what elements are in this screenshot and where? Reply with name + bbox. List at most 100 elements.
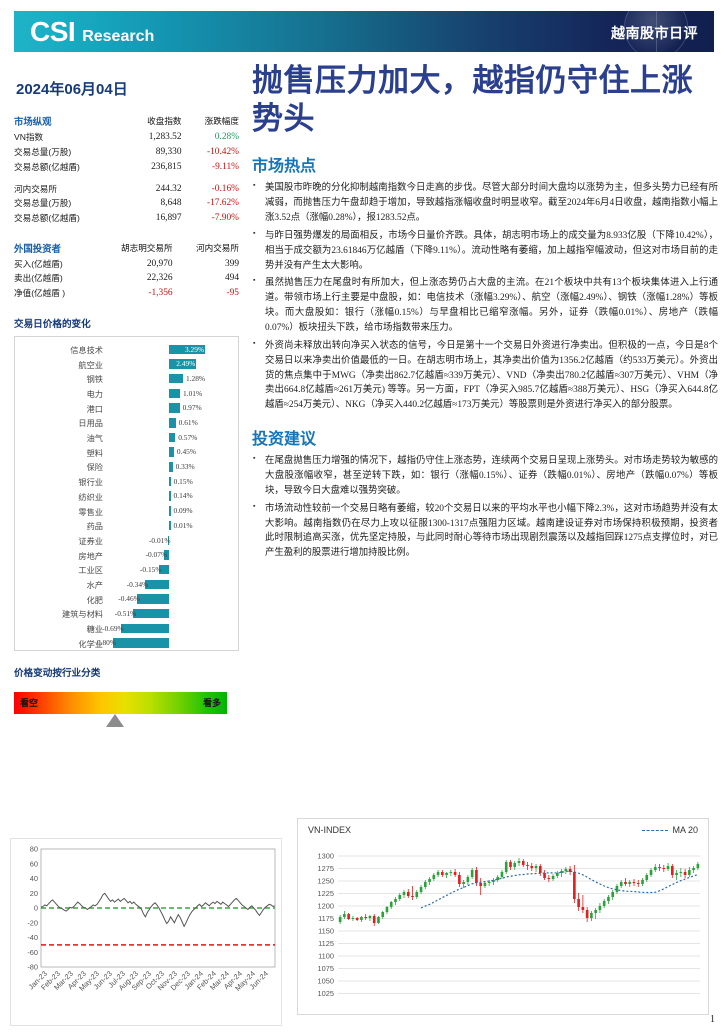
sector-bar-track: 0.15% bbox=[107, 475, 232, 490]
row-hcm: -1,356 bbox=[148, 288, 173, 299]
left-sidebar: 2024年06月04日 市场纵观 收盘指数 涨跌幅度 VN指数 1,283.52… bbox=[14, 64, 239, 727]
sector-bar-row: 银行业 0.15% bbox=[21, 475, 232, 490]
logo-sub-text: Research bbox=[82, 28, 155, 45]
row-label: 交易总额(亿越盾) bbox=[14, 161, 80, 172]
row-change: -10.42% bbox=[206, 146, 239, 157]
sector-bar-row: 油气 0.57% bbox=[21, 431, 232, 446]
chart-title: VN-INDEX bbox=[308, 825, 352, 835]
table-row: 河内交易所 244.32 -0.16% bbox=[14, 181, 239, 196]
sector-bar-track: 0.14% bbox=[107, 489, 232, 504]
row-change: -9.11% bbox=[212, 161, 239, 172]
sector-bar-value: 0.57% bbox=[178, 432, 198, 442]
sector-bar-label: 银行业 bbox=[78, 478, 103, 488]
sector-bar-label: 糖业 bbox=[86, 625, 103, 634]
list-item: 与昨日强势爆发的局面相反，市场今日量价齐跌。具体，胡志明市场上的成交量为8.93… bbox=[252, 228, 718, 274]
sector-bar-track: 0.09% bbox=[107, 504, 232, 519]
row-label: 买入(亿越盾) bbox=[14, 258, 63, 269]
header-report-type: 越南股市日评 bbox=[611, 25, 698, 41]
svg-text:1125: 1125 bbox=[318, 939, 334, 948]
gauge-bearish-label: 看空 bbox=[20, 697, 39, 708]
sector-bar-fill bbox=[164, 550, 169, 560]
chart-legend: MA 20 bbox=[642, 825, 698, 835]
sector-bar-fill bbox=[169, 462, 173, 472]
sector-bar-fill bbox=[169, 432, 176, 443]
col-close-index: 收盘指数 bbox=[147, 116, 182, 127]
hotspot-bullet-list: 美国股市昨晚的分化抑制越南指数今日走高的步伐。尽管大部分时间大盘均以涨势为主，但… bbox=[252, 180, 718, 413]
sector-bar-row: 电力 1.01% bbox=[21, 387, 232, 402]
sector-bar-fill bbox=[169, 520, 171, 531]
sector-bar-fill bbox=[113, 638, 169, 648]
table-row: 交易总量(万股) 8,648 -17.62% bbox=[14, 196, 239, 211]
svg-text:20: 20 bbox=[30, 889, 38, 898]
svg-text:1175: 1175 bbox=[318, 914, 334, 923]
sector-bar-value: 3.29% bbox=[185, 344, 205, 354]
sector-bar-label: 钢铁 bbox=[86, 375, 103, 385]
sector-bar-label: 建筑与材料 bbox=[62, 610, 103, 620]
sector-bar-label: 油气 bbox=[86, 434, 103, 444]
sector-bar-label: 工业区 bbox=[78, 566, 103, 576]
sector-bar-track: 0.57% bbox=[107, 431, 232, 446]
svg-text:-20: -20 bbox=[27, 918, 38, 927]
sector-bar-value: -0.51% bbox=[114, 608, 137, 618]
svg-text:60: 60 bbox=[30, 859, 38, 868]
sector-bar-label: 塑料 bbox=[86, 448, 103, 458]
sector-bar-value: -0.34% bbox=[126, 579, 149, 589]
candlestick-svg: 1300 1275 1250 1225 1200 1175 1150 1125 1100 1075… bbox=[318, 852, 700, 998]
svg-text:1025: 1025 bbox=[318, 989, 334, 998]
sector-bar-fill bbox=[133, 608, 169, 619]
row-close: 89,330 bbox=[155, 146, 182, 157]
row-hanoi: 399 bbox=[224, 258, 239, 269]
sector-bar-fill bbox=[169, 447, 174, 457]
sector-bar-fill bbox=[120, 623, 169, 634]
svg-text:80: 80 bbox=[30, 845, 38, 854]
row-close: 236,815 bbox=[151, 161, 182, 172]
svg-text:1150: 1150 bbox=[318, 927, 334, 936]
sector-bar-value: 0.14% bbox=[173, 491, 193, 501]
sector-bar-label: 信息技术 bbox=[70, 345, 103, 355]
sector-bar-track: 0.97% bbox=[107, 401, 232, 416]
sector-bar-fill bbox=[169, 418, 176, 428]
sector-bar-row: 日用品 0.61% bbox=[21, 416, 232, 431]
table-spacer bbox=[14, 174, 239, 181]
gauge-title: 价格变动按行业分类 bbox=[14, 667, 101, 679]
sector-bar-fill bbox=[169, 506, 171, 516]
market-overview-title: 市场纵观 bbox=[14, 116, 52, 128]
breadth-line-chart-svg: 806040200-20-40-60-80Jan-23Feb-23Mar-23A… bbox=[27, 845, 276, 993]
row-label: VN指数 bbox=[14, 132, 44, 143]
sector-bar-track: 0.45% bbox=[107, 445, 232, 460]
sector-bar-track: -0.51% bbox=[107, 607, 232, 622]
row-label: 净值(亿越盾 ) bbox=[14, 288, 66, 299]
sector-bar-row: 航空业 2.49% bbox=[21, 357, 232, 372]
row-change: 0.28% bbox=[214, 132, 239, 143]
sector-bar-row: 纺织业 0.14% bbox=[21, 489, 232, 504]
table-header-row: 外国投资者 胡志明交易所 河内交易所 bbox=[14, 239, 239, 256]
sector-bar-label: 日用品 bbox=[78, 419, 103, 429]
page-header: CSI Research 越南股市日评 bbox=[14, 11, 714, 52]
sector-bar-value: 2.49% bbox=[176, 359, 196, 369]
globe-icon bbox=[624, 11, 688, 52]
sector-bar-track: 1.28% bbox=[107, 372, 232, 387]
table-row: 交易总额(亿越盾) 16,897 -7.90% bbox=[14, 211, 239, 226]
sentiment-gauge: 看空 看多 bbox=[14, 691, 239, 727]
sector-chart-title: 交易日价格的变化 bbox=[14, 318, 91, 330]
sector-bar-value: 1.28% bbox=[186, 373, 206, 383]
gauge-bullish-label: 看多 bbox=[202, 697, 221, 708]
sector-bar-value: 0.15% bbox=[173, 476, 193, 486]
list-item: 市场流动性较前一个交易日略有萎缩，较20个交易日以来的平均水平也小幅下降2.3%… bbox=[252, 501, 718, 561]
market-overview-table: 市场纵观 收盘指数 涨跌幅度 VN指数 1,283.52 0.28% 交易总量(… bbox=[14, 113, 239, 225]
row-hanoi: 494 bbox=[224, 273, 239, 284]
table-row: 净值(亿越盾 ) -1,356 -95 bbox=[14, 286, 239, 301]
row-label: 交易总量(万股) bbox=[14, 198, 72, 209]
sector-bar-fill bbox=[158, 564, 169, 575]
sector-bar-value: 0.01% bbox=[173, 520, 193, 530]
row-label: 交易总量(万股) bbox=[14, 146, 72, 157]
sector-bar-track: -0.07% bbox=[107, 548, 232, 563]
sector-bar-label: 证券业 bbox=[78, 536, 103, 546]
sector-bar-fill bbox=[136, 594, 169, 604]
sector-bar-track: -0.46% bbox=[107, 592, 232, 607]
row-hanoi: -95 bbox=[226, 288, 240, 299]
sector-bar-label: 化学业 bbox=[78, 639, 103, 649]
sector-bar-label: 港口 bbox=[86, 404, 103, 414]
sector-bar-value: -0.69% bbox=[102, 623, 124, 633]
report-date: 2024年06月04日 bbox=[16, 81, 128, 98]
